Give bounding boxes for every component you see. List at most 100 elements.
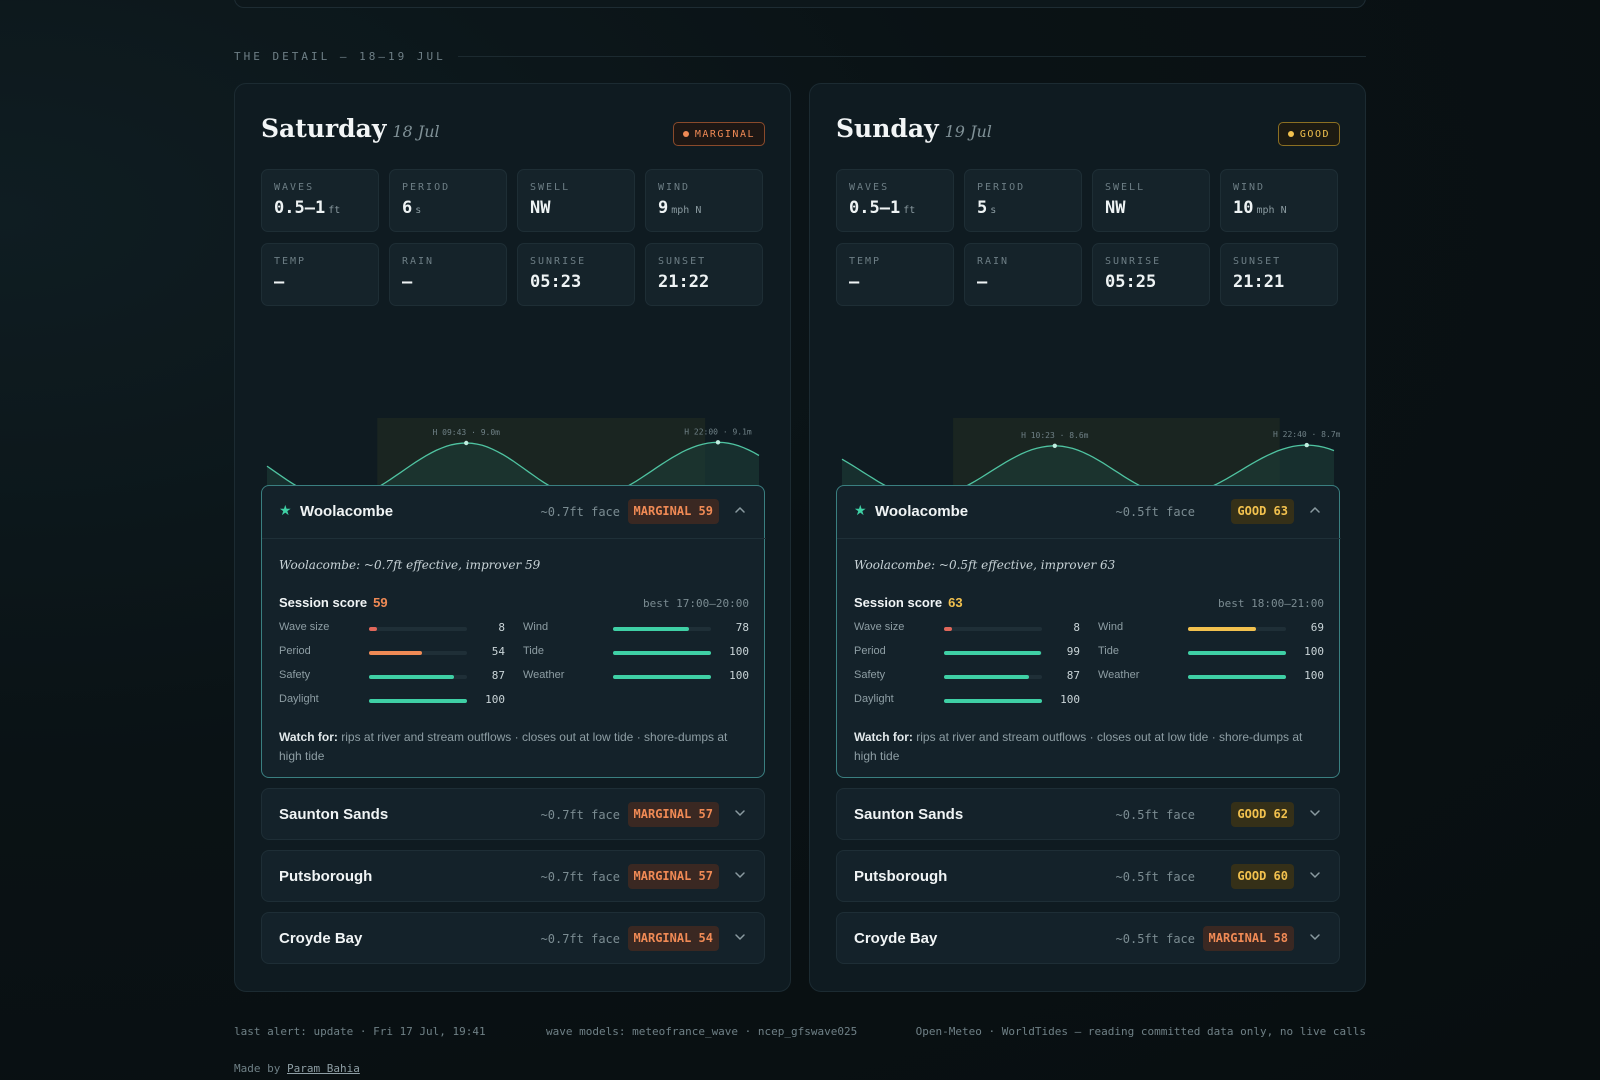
session-score: Session score 63 <box>854 595 963 610</box>
footer-sources: Open-Meteo · WorldTides — reading commit… <box>915 1025 1366 1038</box>
stat-unit: s <box>990 205 997 216</box>
factor-value: 69 <box>1310 621 1324 634</box>
watch-for-text: rips at river and stream outflows · clos… <box>279 730 728 763</box>
spot-name: Putsborough <box>279 868 373 885</box>
factor-tide: Tide 100 <box>523 645 749 659</box>
favorite-star-icon[interactable]: ★ <box>279 502 292 518</box>
factor-bar-track <box>1188 675 1286 679</box>
factor-label: Tide <box>523 645 544 657</box>
spot-face: ~0.7ft face <box>540 870 620 884</box>
factor-value: 8 <box>1073 621 1080 634</box>
factor-bar-fill <box>369 627 377 631</box>
factor-label: Wind <box>1098 621 1124 633</box>
spot-card-putsborough[interactable]: Putsborough ~0.7ft face MARGINAL 57 <box>261 850 765 902</box>
author-link[interactable]: Param Bahia <box>286 1062 360 1075</box>
spot-header[interactable]: Croyde Bay ~0.7ft face MARGINAL 54 <box>262 913 764 965</box>
day-header: Sunday 19 Jul GOOD <box>836 114 1340 148</box>
spot-card-saunton-sands[interactable]: Saunton Sands ~0.7ft face MARGINAL 57 <box>261 788 765 840</box>
factor-label: Safety <box>854 669 886 681</box>
verdict-label: MARGINAL <box>694 128 755 140</box>
tide-high-label: H 22:40 · 8.7m <box>1273 430 1340 439</box>
spot-name: Saunton Sands <box>279 806 389 823</box>
stat-value: 0.5–1 <box>274 198 326 218</box>
factor-label: Wave size <box>854 621 905 633</box>
stat-sunrise: SUNRISE 05:23 <box>517 243 635 306</box>
spot-header[interactable]: ★ Woolacombe ~0.5ft face GOOD 63 <box>837 486 1339 538</box>
favorite-star-icon[interactable]: ★ <box>854 502 867 518</box>
spot-name: Woolacombe <box>300 503 394 520</box>
stat-label: WAVES <box>849 182 890 193</box>
spot-face: ~0.5ft face <box>1115 870 1195 884</box>
spot-card-saunton-sands[interactable]: Saunton Sands ~0.5ft face GOOD 62 <box>836 788 1340 840</box>
spot-face: ~0.5ft face <box>1115 808 1195 822</box>
factor-value: 78 <box>735 621 749 634</box>
spot-header[interactable]: ★ Woolacombe ~0.7ft face MARGINAL 59 <box>262 486 764 538</box>
chevron-down-icon[interactable] <box>1307 929 1323 945</box>
session-score: Session score 59 <box>279 595 388 610</box>
factor-value: 100 <box>729 669 749 682</box>
stat-label: SUNSET <box>1233 256 1282 267</box>
spot-summary: Woolacombe: ~0.5ft effective, improver 6… <box>854 558 1116 572</box>
factor-bar-track <box>1188 651 1286 655</box>
factor-bar-fill <box>944 699 1042 703</box>
factor-label: Weather <box>523 669 565 681</box>
factor-bar-fill <box>369 651 422 655</box>
stat-value: 21:21 <box>1233 272 1285 292</box>
spot-card-croyde-bay[interactable]: Croyde Bay ~0.5ft face MARGINAL 58 <box>836 912 1340 964</box>
factor-label: Daylight <box>279 693 319 705</box>
stat-value: — <box>274 272 285 292</box>
spot-header[interactable]: Croyde Bay ~0.5ft face MARGINAL 58 <box>837 913 1339 965</box>
chevron-down-icon[interactable] <box>1307 805 1323 821</box>
factor-wave-size: Wave size 8 <box>279 621 505 635</box>
spot-header[interactable]: Putsborough ~0.7ft face MARGINAL 57 <box>262 851 764 903</box>
stat-label: SUNRISE <box>1105 256 1162 267</box>
factor-period: Period 54 <box>279 645 505 659</box>
stat-label: RAIN <box>977 256 1010 267</box>
factor-label: Wind <box>523 621 549 633</box>
made-by-prefix: Made by <box>234 1062 287 1075</box>
stat-value: — <box>849 272 860 292</box>
spot-card-woolacombe[interactable]: ★ Woolacombe ~0.7ft face MARGINAL 59 Woo… <box>261 485 766 778</box>
factor-bar-track <box>944 627 1042 631</box>
footer-last-alert: last alert: update · Fri 17 Jul, 19:41 <box>234 1025 486 1038</box>
factor-safety: Safety 87 <box>854 669 1080 683</box>
chevron-up-icon[interactable] <box>732 502 748 518</box>
factor-label: Weather <box>1098 669 1140 681</box>
spot-card-croyde-bay[interactable]: Croyde Bay ~0.7ft face MARGINAL 54 <box>261 912 765 964</box>
spot-card-putsborough[interactable]: Putsborough ~0.5ft face GOOD 60 <box>836 850 1340 902</box>
chevron-up-icon[interactable] <box>1307 502 1323 518</box>
stat-value: 10 <box>1233 198 1254 218</box>
spot-card-woolacombe[interactable]: ★ Woolacombe ~0.5ft face GOOD 63 Woolaco… <box>836 485 1341 778</box>
spot-name: Croyde Bay <box>854 930 938 947</box>
spot-header[interactable]: Saunton Sands ~0.5ft face GOOD 62 <box>837 789 1339 841</box>
factor-bar-fill <box>1188 651 1286 655</box>
factor-bar-fill <box>1188 627 1256 631</box>
verdict-label: GOOD <box>1299 128 1330 140</box>
factor-label: Tide <box>1098 645 1119 657</box>
spot-header[interactable]: Putsborough ~0.5ft face GOOD 60 <box>837 851 1339 903</box>
spot-score-badge: MARGINAL 57 <box>627 802 719 827</box>
stat-swell: SWELL NW <box>1092 169 1210 232</box>
stat-wind: WIND 9 mph N <box>645 169 763 232</box>
stat-value: — <box>977 272 988 292</box>
factor-label: Daylight <box>854 693 894 705</box>
chevron-down-icon[interactable] <box>732 805 748 821</box>
chevron-down-icon[interactable] <box>732 929 748 945</box>
day-verdict-badge: GOOD <box>1277 122 1340 146</box>
stat-rain: RAIN — <box>389 243 507 306</box>
stat-value: 0.5–1 <box>849 198 901 218</box>
stat-label: SWELL <box>530 182 571 193</box>
spot-score-badge: MARGINAL 57 <box>627 864 719 889</box>
factor-label: Period <box>854 645 886 657</box>
chevron-down-icon[interactable] <box>732 867 748 883</box>
spot-header[interactable]: Saunton Sands ~0.7ft face MARGINAL 57 <box>262 789 764 841</box>
chevron-down-icon[interactable] <box>1307 867 1323 883</box>
stat-unit: ft <box>903 205 916 216</box>
stat-value: 6 <box>402 198 413 218</box>
spot-face: ~0.7ft face <box>540 505 620 519</box>
tide-high-label: H 22:00 · 9.1m <box>684 427 752 436</box>
stat-waves: WAVES 0.5–1 ft <box>836 169 954 232</box>
factor-value: 100 <box>1304 669 1324 682</box>
stat-temp: TEMP — <box>261 243 379 306</box>
